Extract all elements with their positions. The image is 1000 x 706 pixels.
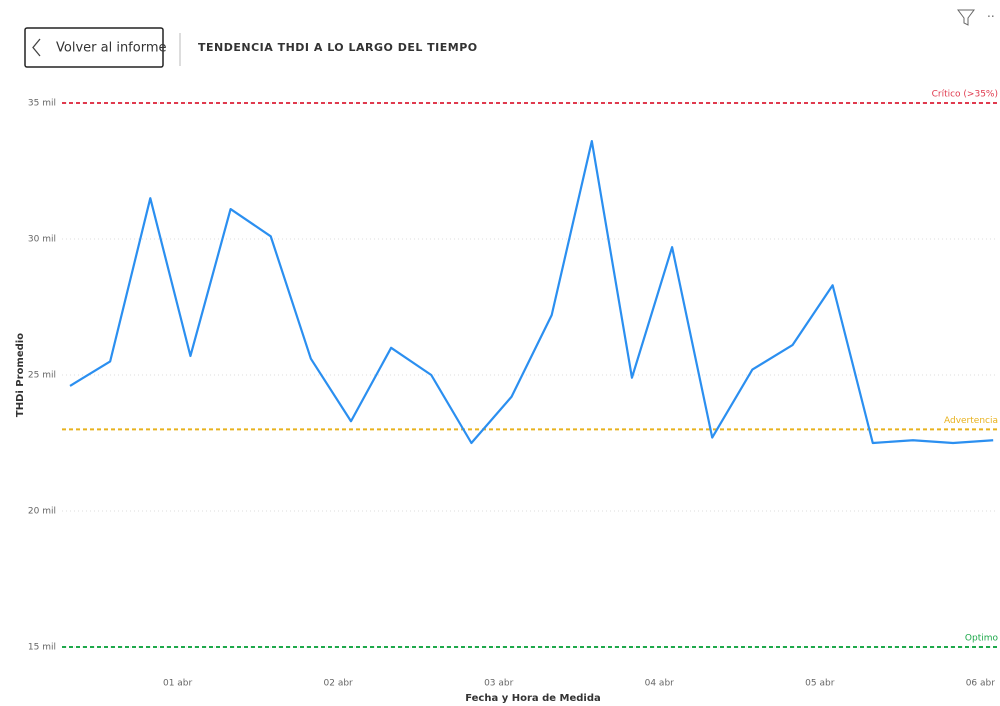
y-tick-label: 35 mil [28,99,56,109]
back-icon[interactable] [32,38,41,57]
reference-label: Optimo [965,634,999,644]
y-tick-label: 20 mil [28,507,56,517]
x-tick-label: 05 abr [805,679,835,689]
back-button-label[interactable]: Volver al informe [56,41,167,56]
y-axis-title: THDi Promedio [15,333,26,417]
more-icon[interactable]: ·· [987,10,995,24]
back-button[interactable] [24,27,164,68]
x-tick-label: 06 abr [966,679,996,689]
x-axis-title: Fecha y Hora de Medida [465,693,601,704]
y-tick-label: 25 mil [28,371,56,381]
x-tick-label: 02 abr [324,679,354,689]
data-line [69,139,994,445]
x-tick-label: 01 abr [163,679,193,689]
x-tick-label: 03 abr [484,679,514,689]
y-tick-label: 30 mil [28,235,56,245]
y-tick-label: 15 mil [28,643,56,653]
reference-label: Crítico (>35%) [932,90,998,100]
chart-title: TENDENCIA THDI A LO LARGO DEL TIEMPO [198,41,478,54]
reference-label: Advertencia [944,416,998,426]
filter-icon[interactable] [957,9,975,26]
x-tick-label: 04 abr [645,679,675,689]
